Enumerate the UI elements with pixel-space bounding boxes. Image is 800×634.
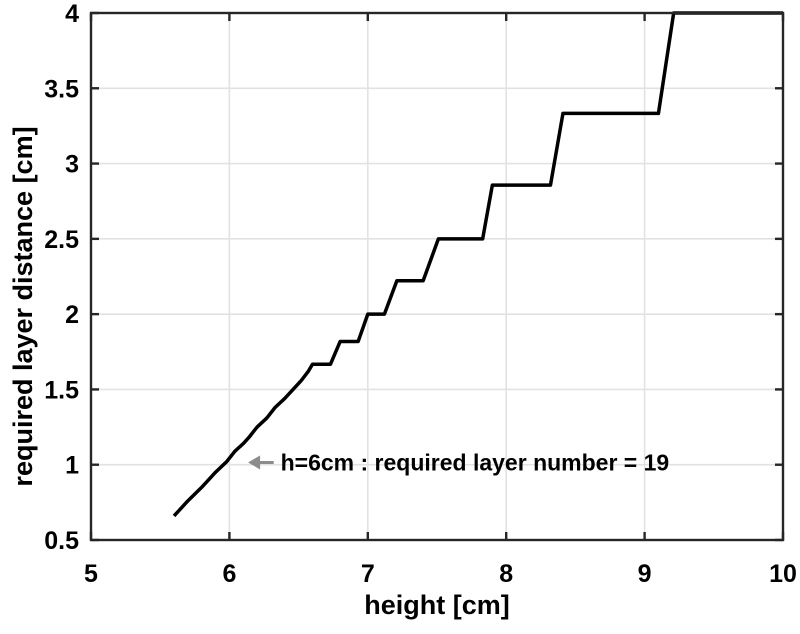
y-tick-label: 2 [65, 301, 79, 329]
data-series-line [172, 11, 783, 518]
y-tick-label: 0.5 [44, 527, 79, 555]
x-tick-label: 10 [769, 560, 797, 588]
x-tick-label: 6 [222, 560, 236, 588]
y-tick-label: 2.5 [44, 226, 79, 254]
y-tick-label: 3.5 [44, 75, 79, 103]
tick-label-layer: 5 6 7 8 9 10 0.5 1 1.5 2 2.5 3 3.5 4 [44, 0, 797, 588]
x-tick-label: 9 [638, 560, 652, 588]
curve-layer [172, 11, 783, 518]
y-tick-label: 1.5 [44, 376, 79, 404]
x-tick-label: 5 [84, 560, 98, 588]
annotation: h=6cm : required layer number = 19 [248, 449, 669, 475]
y-axis-label: required layer distance [cm] [8, 126, 38, 486]
axes-box [89, 11, 785, 542]
x-axis-label: height [cm] [364, 590, 510, 620]
y-tick-label: 1 [65, 452, 79, 480]
left-arrow-head [248, 455, 261, 470]
grid-layer [91, 13, 783, 540]
left-arrow-icon [248, 455, 274, 470]
x-tick-label: 8 [499, 560, 513, 588]
y-tick-label: 4 [65, 0, 79, 28]
y-tick-label: 3 [65, 151, 79, 179]
annotation-layer: h=6cm : required layer number = 19 [248, 449, 669, 475]
annotation-text: h=6cm : required layer number = 19 [281, 449, 670, 475]
axis-layer [89, 11, 785, 542]
x-tick-label: 7 [361, 560, 375, 588]
